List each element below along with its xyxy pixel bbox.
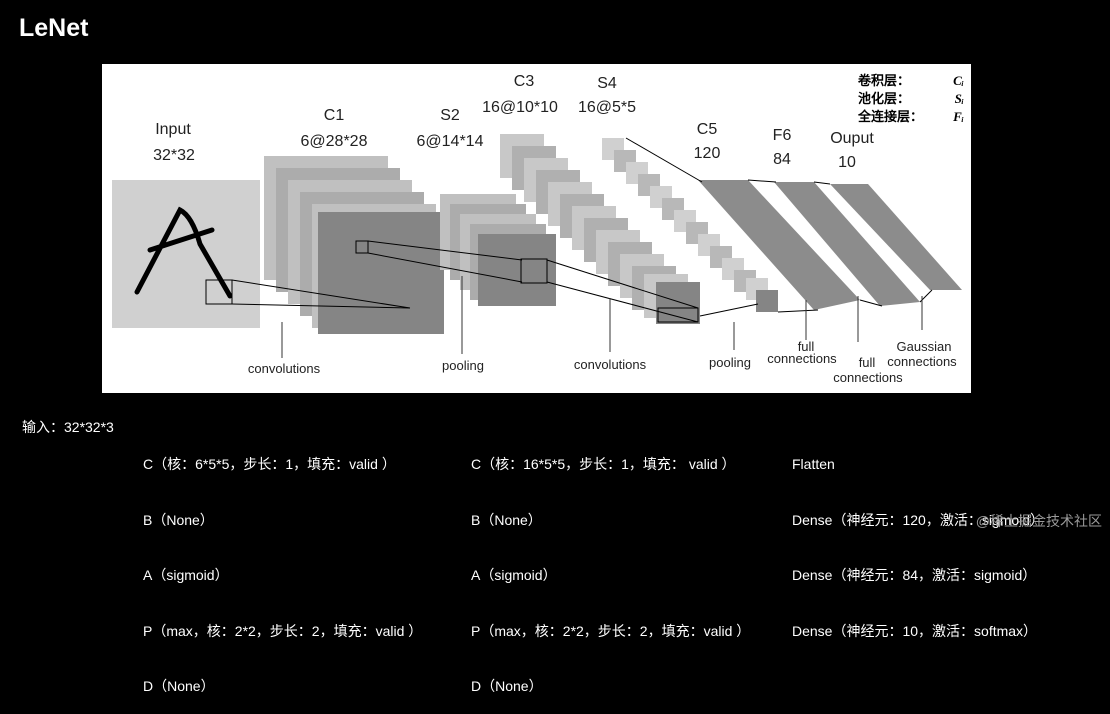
block3-line: Dense（神经元：120，激活：sigmoid） — [792, 511, 1045, 528]
s4-feature-maps — [602, 138, 778, 312]
block2-line: A（sigmoid） — [471, 567, 557, 583]
stage-size-s2: 6@14*14 — [416, 133, 484, 150]
stage-label-c1: C1 — [323, 107, 345, 124]
stage-size-c5: 120 — [693, 145, 721, 162]
f6-f7-band — [774, 182, 920, 306]
block3-line: Flatten — [792, 456, 835, 472]
op-label-gaussian-line1: Gaussian — [896, 339, 952, 354]
op-label-gaussian-line2: connections — [887, 354, 957, 369]
legend-symbol-fc: Fᵢ — [953, 109, 964, 124]
stage-label-output: Ouput — [830, 130, 874, 147]
c1-feature-maps — [264, 156, 444, 334]
legend-row-conv: 卷积层： Cᵢ — [858, 72, 964, 90]
stage-size-output: 10 — [838, 154, 856, 171]
block2-line: B（None） — [471, 511, 542, 528]
input-note: 输入：32*32*3 — [22, 419, 114, 435]
op-label-full1-line1: full — [797, 339, 815, 354]
legend-label-conv: 卷积层： — [858, 73, 911, 88]
stage-size-c1: 6@28*28 — [300, 133, 368, 150]
c3-receptive-field — [657, 307, 699, 323]
block1-line: C（核：6*5*5，步长：1，填充：valid ） — [143, 456, 396, 472]
op-label-full1-line2: connections — [767, 351, 837, 366]
diagram-graphics — [112, 134, 962, 358]
page-title: LeNet — [19, 14, 89, 42]
block3-line: Dense（神经元：10，激活：softmax） — [792, 622, 1038, 639]
input-receptive-field — [205, 279, 233, 305]
legend-row-pool: 池化层： Sᵢ — [858, 90, 964, 108]
lenet-architecture-diagram: Input 32*32 C1 6@28*28 S2 6@14*14 C3 16@… — [102, 64, 971, 393]
op-label-conv2: convolutions — [573, 357, 647, 372]
block2-line: C（核：16*5*5，步长：1，填充： valid ） — [471, 456, 736, 472]
op-label-pool1: pooling — [442, 358, 484, 373]
legend-row-fc: 全连接层： Fᵢ — [858, 108, 964, 126]
stage-size-c3: 16@10*10 — [482, 99, 558, 116]
stage-label-c5: C5 — [696, 121, 718, 138]
block1-line: P（max，核：2*2，步长：2，填充：valid ） — [143, 622, 423, 639]
block2-notes: C（核：16*5*5，步长：1，填充： valid ） B（None） A（si… — [471, 418, 750, 714]
block1-line: B（None） — [143, 511, 214, 528]
stage-label-s4: S4 — [597, 75, 617, 92]
op-label-conv1: convolutions — [247, 361, 321, 376]
op-label-full2-line2: connections — [833, 370, 903, 385]
stage-size-input: 32*32 — [153, 147, 195, 164]
c3-feature-maps — [500, 134, 700, 324]
legend-label-fc: 全连接层： — [858, 109, 924, 124]
block1-line: A（sigmoid） — [143, 567, 229, 583]
block1-notes: C（核：6*5*5，步长：1，填充：valid ） B（None） A（sigm… — [143, 418, 422, 714]
f7-output-band — [830, 184, 962, 290]
input-letter-a — [134, 206, 233, 299]
legend-label-pool: 池化层： — [858, 91, 911, 106]
watermark: @稀土掘金技术社区 — [975, 513, 1102, 529]
legend-symbol-conv: Cᵢ — [953, 73, 964, 88]
legend-symbol-pool: Sᵢ — [954, 91, 964, 106]
stage-size-s4: 16@5*5 — [577, 99, 637, 116]
block1-line: D（None） — [143, 678, 215, 694]
block3-line: Dense（神经元：84，激活：sigmoid） — [792, 567, 1037, 583]
op-label-full2-line1: full — [858, 355, 876, 370]
s2-receptive-field — [520, 258, 548, 284]
stage-label-input: Input — [155, 121, 191, 138]
c5-f6-band — [698, 180, 860, 310]
block3-notes: Flatten Dense（神经元：120，激活：sigmoid） Dense（… — [792, 418, 1044, 659]
stage-size-f6: 84 — [773, 151, 791, 168]
stage-label-c3: C3 — [513, 73, 535, 90]
c1-receptive-field — [355, 240, 369, 254]
block2-line: D（None） — [471, 678, 543, 694]
op-label-pool2: pooling — [709, 355, 751, 370]
stage-label-f6: F6 — [772, 127, 792, 144]
input-image — [112, 180, 260, 328]
stage-label-s2: S2 — [440, 107, 460, 124]
block2-line: P（max，核：2*2，步长：2，填充：valid ） — [471, 622, 751, 639]
layer-legend: 卷积层： Cᵢ 池化层： Sᵢ 全连接层： Fᵢ — [858, 72, 964, 126]
